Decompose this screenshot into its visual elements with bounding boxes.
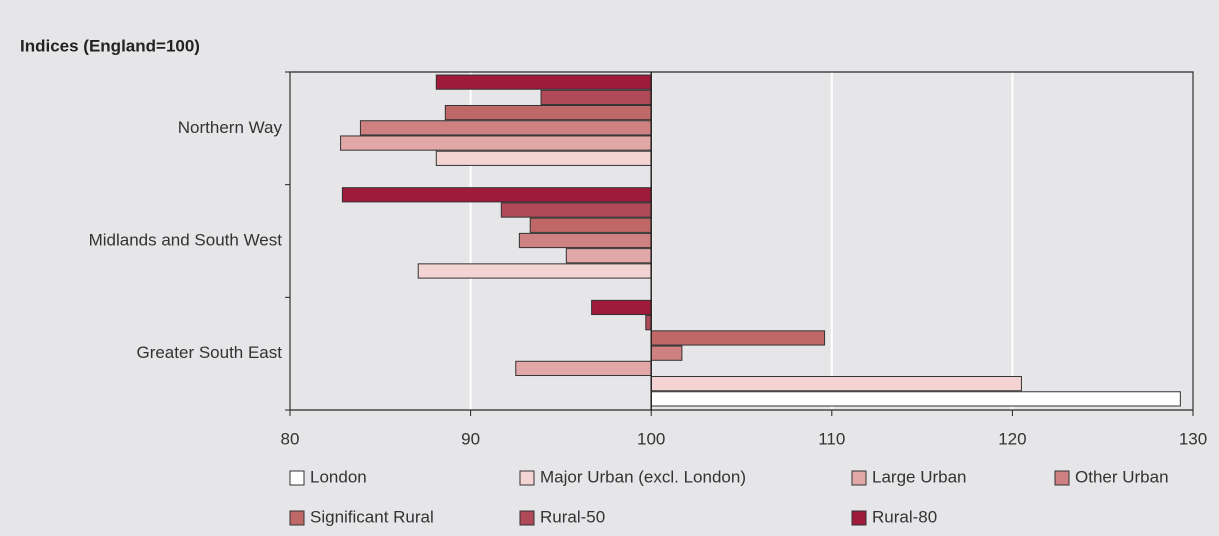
bar (645, 315, 652, 331)
legend-swatch (851, 470, 867, 486)
y-category-label: Northern Way (178, 118, 283, 137)
bar (650, 376, 1022, 392)
x-tick-label: 120 (998, 429, 1026, 448)
bar (417, 263, 652, 279)
legend-label: Rural-80 (872, 507, 937, 526)
bar (650, 345, 683, 361)
x-tick-label: 80 (281, 429, 300, 448)
bar (500, 202, 652, 218)
legend-label: Significant Rural (310, 507, 434, 526)
bar (340, 135, 652, 151)
legend-swatch (851, 510, 867, 526)
bar (515, 360, 652, 377)
legend-label: Other Urban (1075, 467, 1169, 486)
x-tick-label: 110 (818, 429, 845, 448)
y-category-label: Midlands and South West (89, 230, 283, 249)
y-category-label: Greater South East (136, 343, 282, 362)
legend-label: Large Urban (872, 467, 967, 486)
bar (444, 104, 652, 121)
chart-title: Indices (England=100) (20, 36, 200, 55)
bar (341, 187, 652, 203)
legend-label: Rural-50 (540, 507, 605, 526)
bar (591, 299, 652, 316)
legend-swatch (519, 470, 535, 486)
x-tick-label: 100 (637, 429, 665, 448)
bar (435, 150, 652, 166)
bar (435, 74, 652, 90)
legend-swatch (1054, 470, 1070, 486)
bar (540, 89, 652, 105)
plot-frame (289, 71, 1194, 411)
legend-label: Major Urban (excl. London) (540, 467, 746, 486)
legend-swatch (289, 470, 305, 486)
bar (518, 232, 652, 249)
legend-label: London (310, 467, 367, 486)
x-tick-label: 90 (461, 429, 480, 448)
legend-swatch (289, 510, 305, 526)
bar (650, 391, 1181, 407)
bar (565, 248, 652, 264)
x-tick-label: 130 (1179, 429, 1207, 448)
bar (650, 330, 826, 346)
bar (529, 217, 652, 233)
legend-swatch (519, 510, 535, 526)
bar (359, 120, 652, 136)
